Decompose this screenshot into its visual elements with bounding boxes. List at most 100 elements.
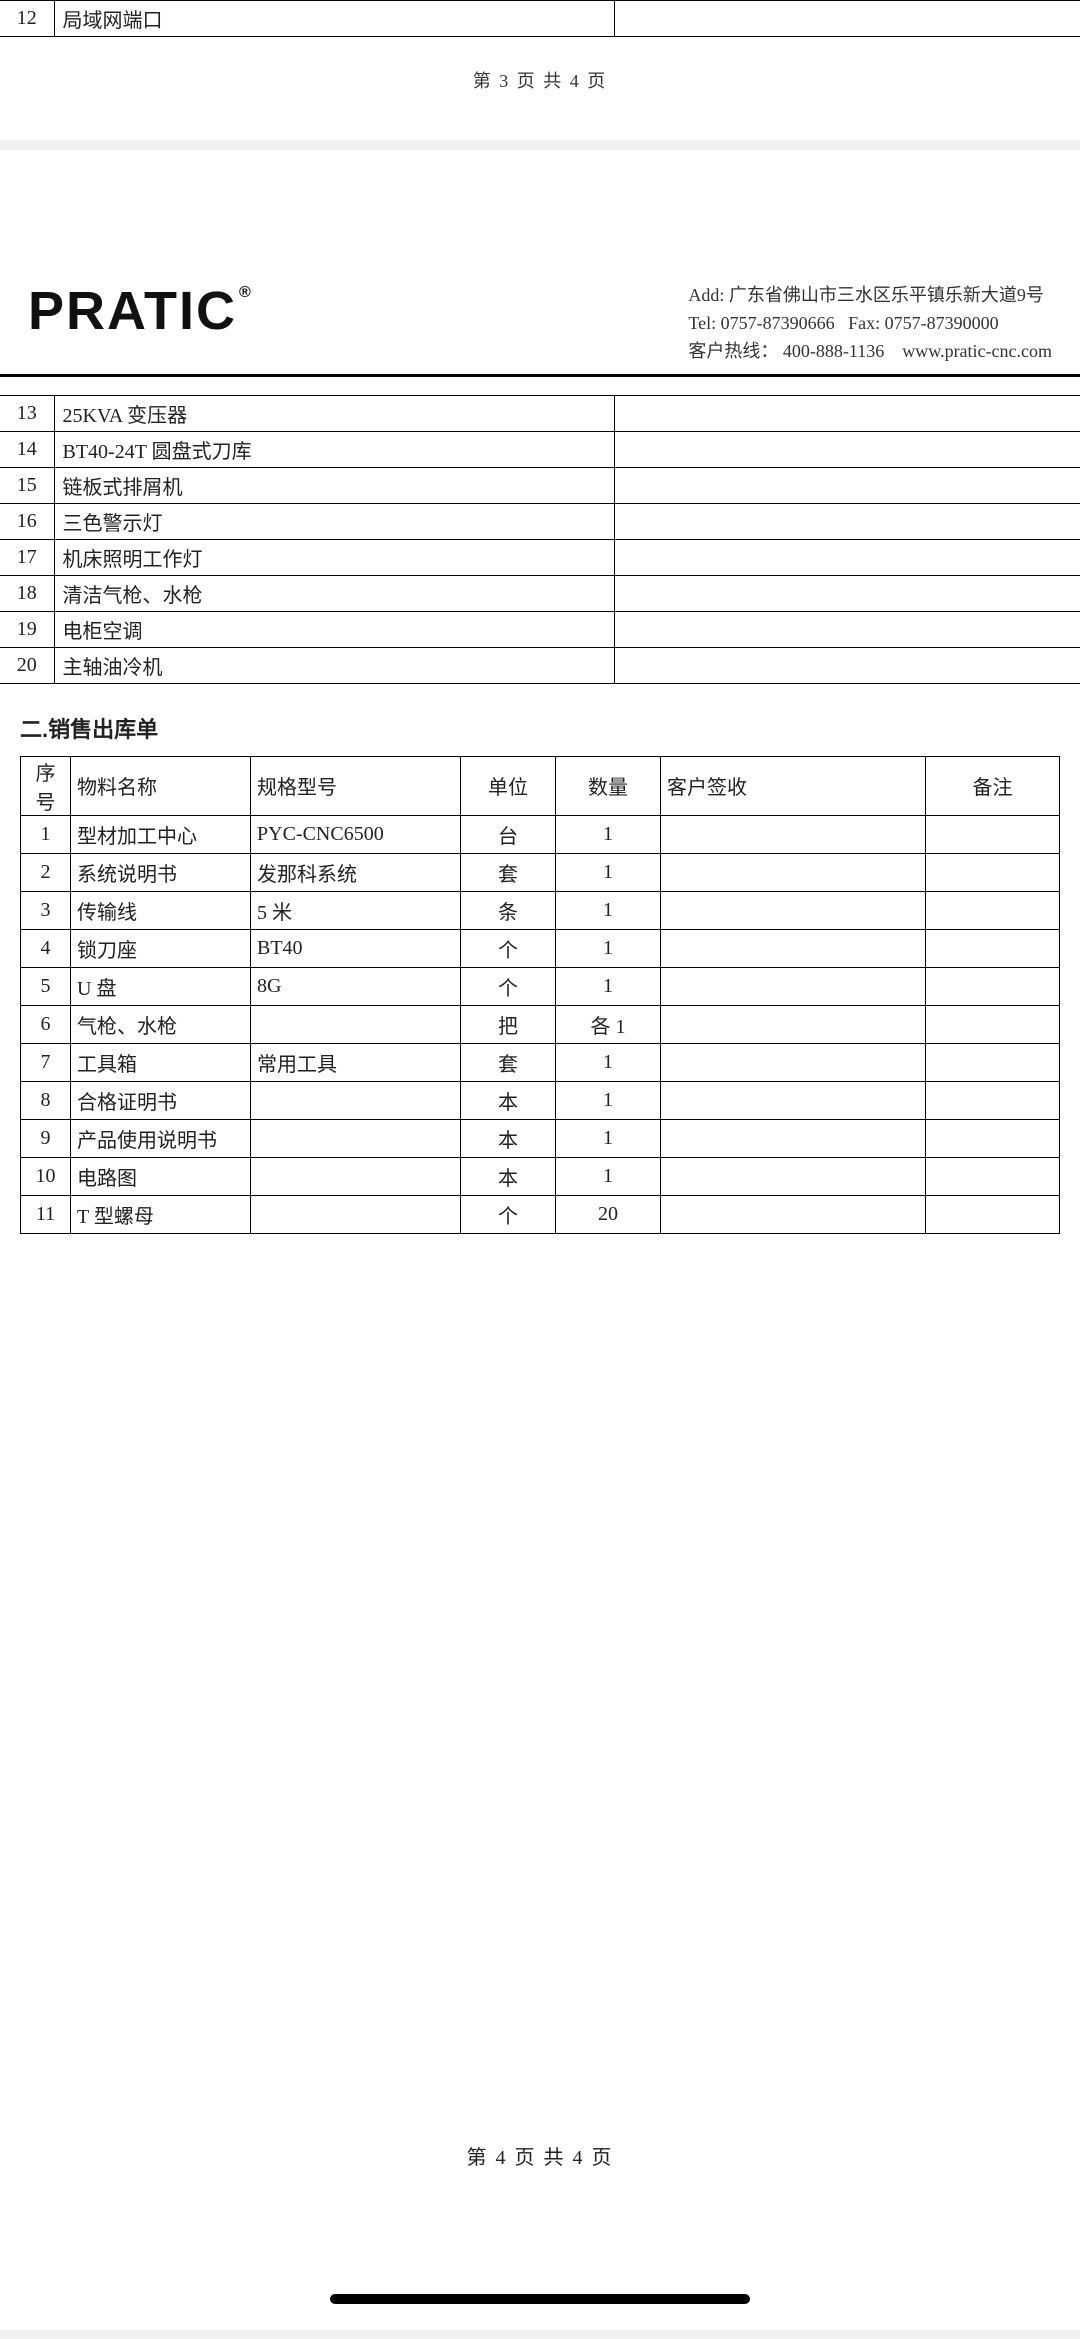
col-remark: 备注 <box>926 756 1060 815</box>
cell-name: 主轴油冷机 <box>54 647 614 683</box>
cell-name: 产品使用说明书 <box>71 1119 251 1157</box>
cell-qty: 1 <box>556 815 661 853</box>
table-row: 17机床照明工作灯 <box>0 539 1080 575</box>
cell-remark <box>926 967 1060 1005</box>
cell-num: 17 <box>0 539 54 575</box>
cell-remark <box>614 503 1080 539</box>
cell-num: 12 <box>0 1 54 37</box>
cell-qty: 1 <box>556 1157 661 1195</box>
brand-logo: PRATIC® <box>28 280 251 342</box>
table-row: 19电柜空调 <box>0 611 1080 647</box>
table-row: 15链板式排屑机 <box>0 467 1080 503</box>
config-table-page3: 12 局域网端口 <box>0 0 1080 37</box>
cell-qty: 1 <box>556 1081 661 1119</box>
cell-num: 5 <box>21 967 71 1005</box>
cell-spec: 8G <box>251 967 461 1005</box>
cell-unit: 本 <box>461 1081 556 1119</box>
table-row: 8合格证明书本1 <box>21 1081 1060 1119</box>
cell-name: BT40-24T 圆盘式刀库 <box>54 431 614 467</box>
addr-value: 广东省佛山市三水区乐平镇乐新大道9号 <box>729 285 1044 305</box>
cell-remark <box>926 1195 1060 1233</box>
registered-mark-icon: ® <box>239 284 253 301</box>
table-row: 3传输线5 米条1 <box>21 891 1060 929</box>
cell-sign <box>661 967 926 1005</box>
fax-value: 0757-87390000 <box>885 313 999 333</box>
cell-sign <box>661 815 926 853</box>
cell-num: 10 <box>21 1157 71 1195</box>
cell-num: 9 <box>21 1119 71 1157</box>
cell-qty: 1 <box>556 967 661 1005</box>
letterhead-rule <box>0 374 1080 377</box>
cell-spec <box>251 1157 461 1195</box>
col-spec: 规格型号 <box>251 756 461 815</box>
cell-spec: 常用工具 <box>251 1043 461 1081</box>
section-2-title: 二.销售出库单 <box>0 684 1080 756</box>
cell-spec <box>251 1005 461 1043</box>
page-4: PRATIC® Add: 广东省佛山市三水区乐平镇乐新大道9号 Tel: 075… <box>0 150 1080 2330</box>
page-3-fragment: 12 局域网端口 第 3 页 共 4 页 <box>0 0 1080 140</box>
cell-num: 3 <box>21 891 71 929</box>
cell-qty: 1 <box>556 1119 661 1157</box>
tel-label: Tel: <box>688 313 716 333</box>
page-number-4: 第 4 页 共 4 页 <box>0 2141 1080 2170</box>
table-row: 5U 盘8G个1 <box>21 967 1060 1005</box>
cell-qty: 1 <box>556 853 661 891</box>
cell-remark <box>614 467 1080 503</box>
cell-remark <box>926 815 1060 853</box>
cell-remark <box>926 1119 1060 1157</box>
cell-remark <box>614 1 1080 37</box>
cell-name: 局域网端口 <box>54 1 614 37</box>
cell-spec <box>251 1119 461 1157</box>
cell-unit: 套 <box>461 1043 556 1081</box>
cell-num: 7 <box>21 1043 71 1081</box>
table-row: 7工具箱常用工具套1 <box>21 1043 1060 1081</box>
shipping-list-table: 序号 物料名称 规格型号 单位 数量 客户签收 备注 1型材加工中心PYC-CN… <box>20 756 1060 1234</box>
cell-remark <box>926 891 1060 929</box>
cell-sign <box>661 853 926 891</box>
cell-unit: 个 <box>461 1195 556 1233</box>
cell-spec: 5 米 <box>251 891 461 929</box>
cell-name: 气枪、水枪 <box>71 1005 251 1043</box>
cell-qty: 1 <box>556 1043 661 1081</box>
cell-remark <box>614 647 1080 683</box>
cell-num: 14 <box>0 431 54 467</box>
company-info: Add: 广东省佛山市三水区乐平镇乐新大道9号 Tel: 0757-873906… <box>688 280 1052 366</box>
cell-name: 传输线 <box>71 891 251 929</box>
table-row: 4锁刀座BT40个1 <box>21 929 1060 967</box>
cell-spec <box>251 1195 461 1233</box>
cell-num: 6 <box>21 1005 71 1043</box>
cell-sign <box>661 1043 926 1081</box>
cell-num: 18 <box>0 575 54 611</box>
cell-qty: 20 <box>556 1195 661 1233</box>
page-number-3: 第 3 页 共 4 页 <box>0 67 1080 93</box>
cell-unit: 个 <box>461 967 556 1005</box>
col-sign: 客户签收 <box>661 756 926 815</box>
table-row: 11T 型螺母个20 <box>21 1195 1060 1233</box>
cell-name: 锁刀座 <box>71 929 251 967</box>
hotline-label: 客户热线： <box>688 341 778 361</box>
cell-sign <box>661 1119 926 1157</box>
table-row: 18清洁气枪、水枪 <box>0 575 1080 611</box>
cell-sign <box>661 1157 926 1195</box>
table-row: 2系统说明书发那科系统套1 <box>21 853 1060 891</box>
table-row: 1325KVA 变压器 <box>0 395 1080 431</box>
table-header-row: 序号 物料名称 规格型号 单位 数量 客户签收 备注 <box>21 756 1060 815</box>
table-row: 14BT40-24T 圆盘式刀库 <box>0 431 1080 467</box>
cell-remark <box>614 539 1080 575</box>
cell-qty: 1 <box>556 891 661 929</box>
letterhead: PRATIC® Add: 广东省佛山市三水区乐平镇乐新大道9号 Tel: 075… <box>0 280 1080 372</box>
cell-num: 2 <box>21 853 71 891</box>
tel-fax-line: Tel: 0757-87390666 Fax: 0757-87390000 <box>688 310 1052 338</box>
cell-qty: 1 <box>556 929 661 967</box>
cell-num: 19 <box>0 611 54 647</box>
cell-sign <box>661 929 926 967</box>
cell-sign <box>661 1081 926 1119</box>
cell-unit: 套 <box>461 853 556 891</box>
table-row: 1型材加工中心PYC-CNC6500台1 <box>21 815 1060 853</box>
website: www.pratic-cnc.com <box>902 341 1052 361</box>
cell-num: 15 <box>0 467 54 503</box>
cell-name: 链板式排屑机 <box>54 467 614 503</box>
fax-label: Fax: <box>848 313 880 333</box>
cell-num: 8 <box>21 1081 71 1119</box>
cell-name: 机床照明工作灯 <box>54 539 614 575</box>
